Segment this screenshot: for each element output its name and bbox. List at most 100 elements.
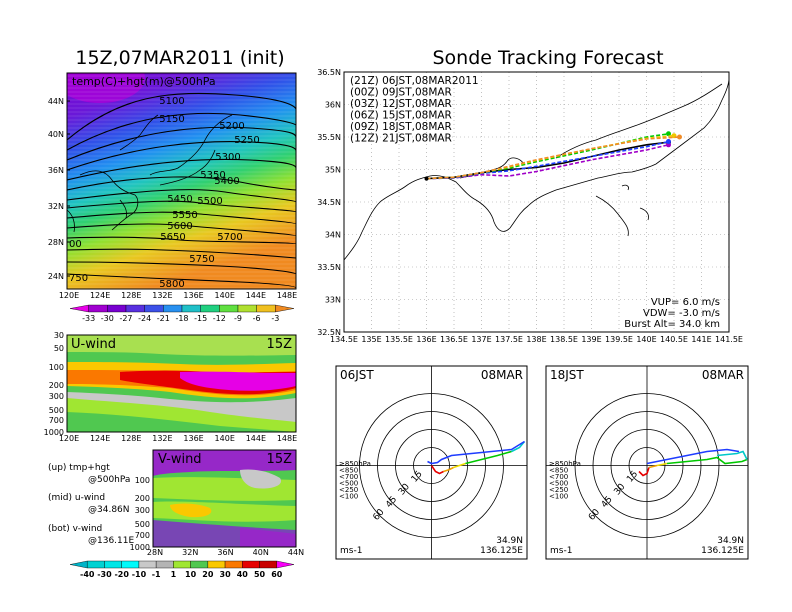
colorbar-swatch <box>69 304 89 313</box>
track-frame <box>343 71 730 333</box>
hodograph-trace <box>511 440 526 453</box>
track-y-tick: 34.5N <box>317 198 341 207</box>
track-line <box>426 136 680 180</box>
level-legend: <850 <box>549 467 568 475</box>
contour-label: 5200 <box>219 121 244 132</box>
contour-label: 5500 <box>197 196 222 207</box>
level-legend: <100 <box>339 493 358 501</box>
temperature-colorbar-labels: -33 -30 -27 -24 -21 -18 -15 -12 -9 -6 -3 <box>82 314 279 323</box>
note-bot: (bot) v-wind <box>48 524 102 534</box>
wind-colorbar-label: 50 <box>254 570 266 579</box>
hodograph-trace <box>666 456 748 465</box>
u-y-tick: 1000 <box>44 428 64 437</box>
level-legend: <250 <box>339 486 358 494</box>
level-legend: <700 <box>339 473 358 481</box>
x-tick: 132E <box>152 434 172 443</box>
track-y-tick: 33N <box>325 296 341 305</box>
u-wind-label: U-wind <box>71 337 116 352</box>
colorbar-label: -33 <box>82 314 95 323</box>
hodograph-lat: 34.9N <box>496 536 523 546</box>
level-legend: <500 <box>339 480 358 488</box>
v-y-tick: 500 <box>135 520 150 529</box>
track-y-tick: 33.5N <box>317 263 341 272</box>
colorbar-swatch <box>275 304 295 313</box>
track-end-point <box>666 131 671 137</box>
wind-colorbar-swatch <box>173 560 191 569</box>
colorbar-swatch <box>107 304 127 313</box>
colorbar-swatch <box>256 304 276 313</box>
contour-label: 5700 <box>217 232 242 243</box>
u-wind-time: 15Z <box>267 337 293 352</box>
v-y-tick: 300 <box>135 506 150 515</box>
v-wind-x-labels: 28N 32N 36N 40N 44N <box>147 548 304 557</box>
right-title: Sonde Tracking Forecast <box>432 47 663 69</box>
hodograph-time: 06JST <box>340 368 374 382</box>
x-tick: 148E <box>277 434 297 443</box>
track-legend-entry: (12Z) 21JST,08MAR <box>350 133 452 145</box>
track-x-labels: 134.5E 135E 135.5E 136E 136.5E 137E 137.5E 138E… <box>330 335 743 344</box>
u-y-tick: 30 <box>54 331 64 340</box>
level-legend: <850 <box>339 467 358 475</box>
track-x-tick: 134.5E <box>330 335 358 344</box>
x-tick: 44N <box>288 548 304 557</box>
track-end-point <box>666 139 671 145</box>
temperature-map <box>67 73 296 289</box>
param-vup: VUP= 6.0 m/s <box>651 297 720 308</box>
wind-colorbar-swatch <box>155 560 174 569</box>
v-y-tick: 1000 <box>130 543 150 552</box>
track-y-labels: 36.5N 36N 35.5N 35N 34.5N 34N 33.5N 33N 32.5N <box>317 68 341 337</box>
colorbar-swatch <box>88 304 108 313</box>
hodograph-time: 18JST <box>550 368 584 382</box>
track-legend-entry: (21Z) 06JST,08MAR2011 <box>350 75 479 87</box>
u-wind-frame <box>66 334 297 433</box>
track-y-tick: 34N <box>325 231 341 240</box>
wind-colorbar-swatch <box>207 560 226 569</box>
wind-colorbar-label: -20 <box>114 570 129 579</box>
wind-colorbar-label: -30 <box>97 570 112 579</box>
colorbar-label: -21 <box>157 314 170 323</box>
v-wind-label: V-wind <box>158 452 202 467</box>
colorbar-label: -15 <box>194 314 207 323</box>
track-x-tick: 136E <box>416 335 436 344</box>
colorbar-label: -12 <box>213 314 226 323</box>
track-y-tick: 32.5N <box>317 328 341 337</box>
track-end-point <box>677 134 682 140</box>
contour-label: 5300 <box>215 152 240 163</box>
wind-colorbar-label: 20 <box>202 570 214 579</box>
colorbar-label: -3 <box>271 314 279 323</box>
level-legend: <100 <box>549 493 568 501</box>
track-x-tick: 141E <box>691 335 711 344</box>
u-y-tick: 50 <box>54 344 64 353</box>
hodograph-trace <box>638 467 650 477</box>
sonde-tracks <box>424 131 682 181</box>
v-y-tick: 100 <box>135 476 150 485</box>
v-wind-frame <box>152 449 297 548</box>
hodograph-trace <box>453 462 466 469</box>
x-tick: 136E <box>183 434 203 443</box>
contour-label: 5800 <box>159 279 184 290</box>
wind-colorbar-label: 10 <box>185 570 197 579</box>
x-tick: 120E <box>59 291 79 300</box>
track-x-tick: 141.5E <box>715 335 743 344</box>
wind-colorbar-label: 60 <box>271 570 283 579</box>
map-y-tick: 44N <box>48 97 64 106</box>
wind-colorbar-swatch <box>224 560 243 569</box>
wind-colorbar-swatch <box>87 560 105 569</box>
wind-colorbar-label: 30 <box>220 570 232 579</box>
track-map <box>343 71 730 333</box>
v-y-tick: 200 <box>135 494 150 503</box>
contour-label: 5600 <box>167 221 192 232</box>
wind-colorbar-label: -10 <box>132 570 147 579</box>
note-up-sub: @500hPa <box>88 475 130 485</box>
colorbar-swatch <box>237 304 257 313</box>
contour-label: 5550 <box>172 210 197 221</box>
hodograph-trace <box>427 440 525 465</box>
wind-colorbar-label: 40 <box>237 570 249 579</box>
track-x-tick: 137.5E <box>495 335 523 344</box>
x-tick: 124E <box>90 434 110 443</box>
track-y-tick: 36N <box>325 101 341 110</box>
